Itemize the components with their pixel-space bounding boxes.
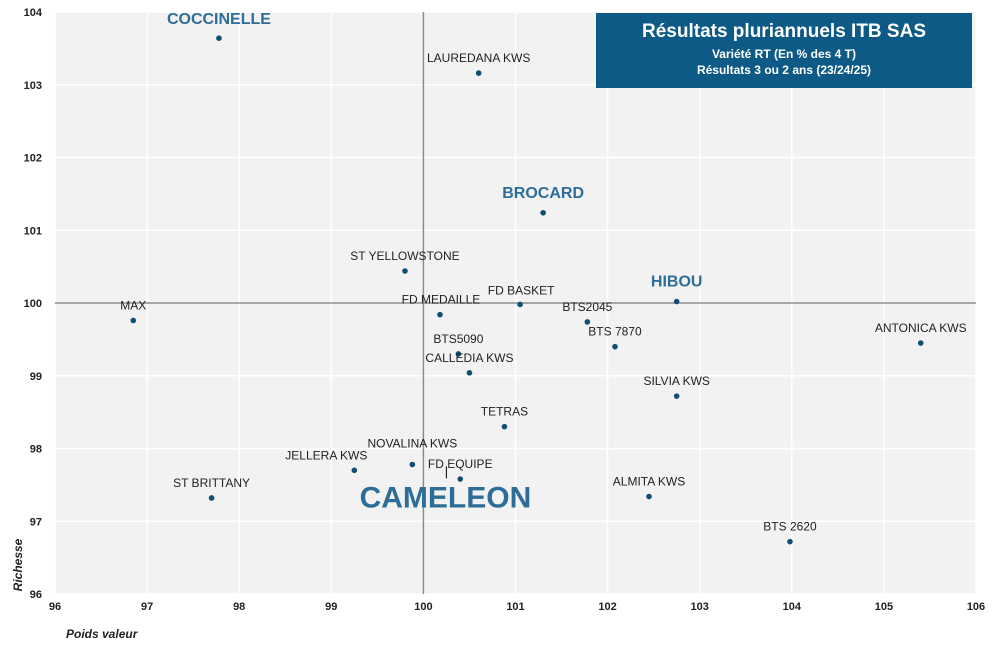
x-tick-label: 100 xyxy=(414,601,432,613)
data-point xyxy=(501,423,508,430)
point-label: COCCINELLE xyxy=(167,11,271,28)
data-point xyxy=(455,351,462,357)
point-label: BTS 7870 xyxy=(588,325,642,339)
point-label: TETRAS xyxy=(481,405,528,419)
data-point xyxy=(475,70,482,76)
point-label: ALMITA KWS xyxy=(613,475,685,489)
x-tick-label: 104 xyxy=(783,601,802,613)
point-label: FD MEDAILLE xyxy=(402,293,481,307)
y-axis-title: Richesse xyxy=(11,538,25,591)
x-tick-label: 98 xyxy=(233,601,245,613)
x-tick-label: 102 xyxy=(598,601,616,613)
chart-title: Résultats pluriannuels ITB SAS xyxy=(642,21,926,42)
x-tick-label: 101 xyxy=(506,601,524,613)
point-label: SILVIA KWS xyxy=(643,374,709,388)
data-point xyxy=(646,493,652,500)
point-label: MAX xyxy=(120,298,146,312)
x-tick-label: 106 xyxy=(967,601,985,613)
y-tick-label: 98 xyxy=(30,444,42,456)
chart-title-box: Résultats pluriannuels ITB SAS Variété R… xyxy=(596,13,972,88)
point-label: BTS 2620 xyxy=(763,520,817,534)
data-point xyxy=(584,319,591,325)
point-label: CAMELEON xyxy=(360,481,532,514)
y-tick-label: 102 xyxy=(24,153,42,165)
y-tick-label: 104 xyxy=(24,7,43,19)
data-points: COCCINELLE LAUREDANA KWS BROCARD ST YELLOWS… xyxy=(120,11,967,545)
point-label: ST BRITTANY xyxy=(173,476,250,490)
point-label: ANTONICA KWS xyxy=(875,321,967,335)
point-label: FD BASKET xyxy=(488,283,555,297)
data-point xyxy=(208,495,215,501)
x-tick-label: 103 xyxy=(691,601,709,613)
y-tick-label: 101 xyxy=(24,225,42,237)
y-tick-label: 96 xyxy=(30,589,42,601)
point-label: ST YELLOWSTONE xyxy=(350,249,459,263)
data-point xyxy=(673,393,680,399)
point-label: JELLERA KWS xyxy=(285,448,367,462)
point-label: HIBOU xyxy=(651,274,703,291)
point-label: BTS5090 xyxy=(433,332,483,346)
data-point xyxy=(402,268,408,274)
data-point xyxy=(917,340,924,346)
data-point xyxy=(517,301,523,308)
data-point xyxy=(409,461,416,468)
y-tick-label: 97 xyxy=(30,516,42,528)
data-point xyxy=(612,343,618,350)
chart-subtitle-line-2: Résultats 3 ou 2 ans (23/24/25) xyxy=(696,63,872,77)
x-tick-label: 97 xyxy=(141,601,153,613)
point-label: CALLEDIA KWS xyxy=(425,351,513,365)
data-point xyxy=(130,317,137,324)
point-label: FD EQUIPE xyxy=(428,457,493,471)
data-point xyxy=(540,209,546,216)
y-tick-label: 99 xyxy=(30,371,42,383)
data-point xyxy=(216,35,222,41)
reference-lines xyxy=(55,12,976,594)
data-point xyxy=(787,538,793,545)
x-axis-title: Poids valeur xyxy=(66,627,139,641)
y-tick-label: 103 xyxy=(24,80,42,92)
point-label: BTS2045 xyxy=(562,300,612,314)
point-label: NOVALINA KWS xyxy=(367,437,457,451)
chart-subtitle-line-1: Variété RT (En % des 4 T) xyxy=(711,47,857,61)
x-tick-label: 105 xyxy=(875,601,893,613)
data-point xyxy=(466,370,473,376)
data-point xyxy=(437,311,443,318)
data-point xyxy=(457,476,464,482)
point-label: BROCARD xyxy=(502,185,584,202)
data-point xyxy=(351,467,358,474)
data-point xyxy=(673,298,680,305)
x-tick-label: 96 xyxy=(49,601,61,613)
tick-labels: 96 97 98 99 100 101 102 103 104 105 106 96 97 98 99 100… xyxy=(24,7,986,613)
y-tick-label: 100 xyxy=(24,298,42,310)
point-label: LAUREDANA KWS xyxy=(427,51,530,65)
x-tick-label: 99 xyxy=(325,601,337,613)
